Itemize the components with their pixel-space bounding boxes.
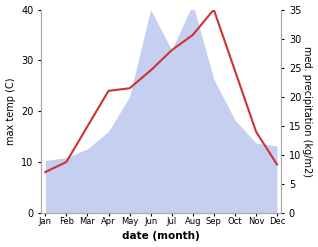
Y-axis label: max temp (C): max temp (C) xyxy=(5,77,16,145)
Y-axis label: med. precipitation (kg/m2): med. precipitation (kg/m2) xyxy=(302,46,313,177)
X-axis label: date (month): date (month) xyxy=(122,231,200,242)
